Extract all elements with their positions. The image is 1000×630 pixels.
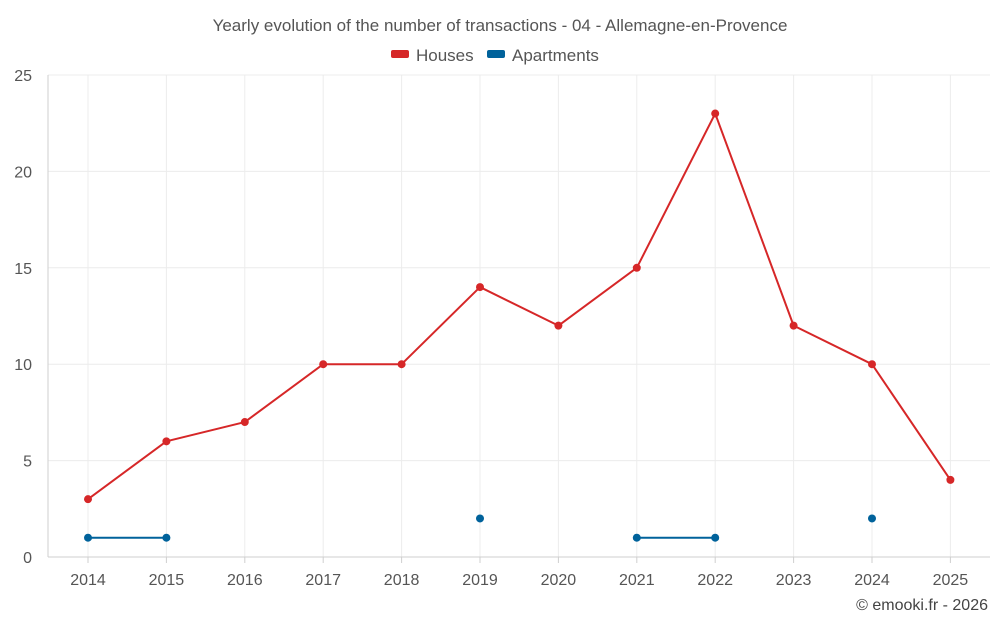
chart-title: Yearly evolution of the number of transa…	[213, 16, 788, 35]
x-tick-label: 2024	[854, 572, 890, 589]
data-point-apartments[interactable]	[476, 514, 484, 523]
legend-label-houses[interactable]: Houses	[416, 46, 474, 65]
x-tick-label: 2021	[619, 572, 655, 589]
x-tick-label: 2023	[776, 572, 812, 589]
data-point-houses[interactable]	[397, 360, 406, 369]
data-point-houses[interactable]	[240, 418, 249, 427]
data-point-houses[interactable]	[476, 283, 484, 292]
x-tick-label: 2016	[227, 572, 263, 589]
data-point-houses[interactable]	[162, 437, 171, 446]
data-point-houses[interactable]	[632, 263, 641, 272]
y-tick-label: 10	[14, 357, 32, 374]
x-tick-label: 2018	[384, 572, 420, 589]
legend-swatch-apartments	[487, 50, 505, 58]
data-point-houses[interactable]	[789, 321, 798, 330]
legend-swatch-houses	[391, 50, 409, 58]
data-point-apartments[interactable]	[632, 533, 641, 542]
data-point-houses[interactable]	[946, 475, 955, 484]
data-point-houses[interactable]	[868, 360, 876, 369]
y-tick-label: 20	[14, 164, 32, 181]
x-tick-label: 2017	[305, 572, 341, 589]
data-point-apartments[interactable]	[711, 533, 720, 542]
legend: Houses Apartments	[391, 46, 599, 65]
x-tick-label: 2022	[697, 572, 733, 589]
footer-credit: © emooki.fr - 2026	[856, 597, 988, 614]
y-tick-label: 15	[14, 261, 32, 278]
data-point-houses[interactable]	[84, 495, 92, 504]
data-point-apartments[interactable]	[84, 533, 92, 542]
y-tick-label: 0	[23, 550, 32, 567]
series-line-houses	[87, 112, 952, 500]
x-tick-label: 2025	[933, 572, 969, 589]
grid	[48, 74, 990, 557]
x-tick-label: 2019	[462, 572, 498, 589]
y-tick-label: 5	[23, 454, 32, 471]
x-tick-label: 2020	[541, 572, 577, 589]
legend-label-apartments[interactable]: Apartments	[512, 46, 599, 65]
x-tick-label: 2014	[70, 572, 106, 589]
series	[84, 109, 955, 542]
data-point-houses[interactable]	[319, 360, 328, 369]
data-point-houses[interactable]	[554, 321, 563, 330]
x-tick-label: 2015	[149, 572, 185, 589]
data-point-apartments[interactable]	[162, 533, 171, 542]
data-point-houses[interactable]	[711, 109, 720, 118]
y-tick-label: 25	[14, 68, 32, 85]
data-point-apartments[interactable]	[868, 514, 876, 523]
